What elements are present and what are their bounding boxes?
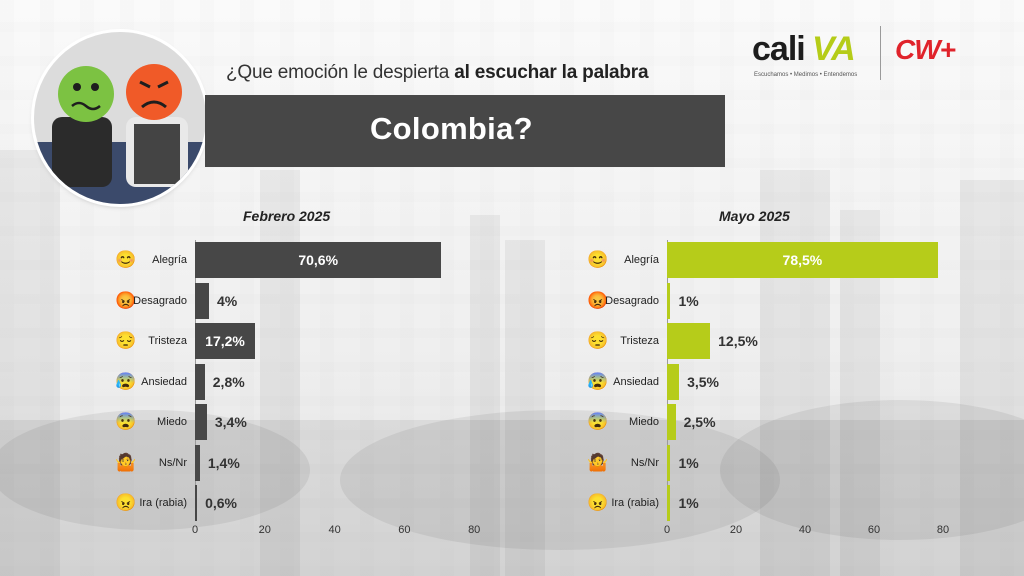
question-bold: al escuchar la palabra xyxy=(454,62,649,83)
survey-question: ¿Que emoción le despierta al escuchar la… xyxy=(226,62,726,84)
may-category-label: Ira (rabia) xyxy=(611,497,659,509)
may-x-tick-label: 40 xyxy=(798,524,812,536)
question-regular: ¿Que emoción le despierta xyxy=(226,62,450,83)
may-value-label: 12,5% xyxy=(718,333,758,349)
february-bar xyxy=(195,404,207,440)
may-category-label: Tristeza xyxy=(620,335,659,347)
smiling-face-icon: 😊 xyxy=(115,250,137,269)
may-x-tick-label: 20 xyxy=(729,524,743,536)
february-category-label: Ira (rabia) xyxy=(139,497,187,509)
may-category-label: Alegría xyxy=(624,254,659,266)
angry-face-icon: 😡 xyxy=(115,290,137,310)
february-value-label: 4% xyxy=(216,292,238,309)
february-category-label: Ansiedad xyxy=(141,375,187,388)
may-value-label: 1% xyxy=(678,292,699,309)
february-x-tick-label: 40 xyxy=(328,524,341,536)
may-category-label: Ns/Nr xyxy=(630,456,659,469)
may-bar xyxy=(667,242,938,278)
may-value-label: 1% xyxy=(678,454,699,471)
february-bar xyxy=(195,363,205,400)
may-x-tick-label: 0 xyxy=(663,524,671,536)
february-chart-title: Febrero 2025 xyxy=(243,208,331,224)
may-x-tick-label: 60 xyxy=(867,524,881,536)
caliva-logo: cali VA Escuchamos • Medimos • Entendemo… xyxy=(752,30,872,82)
may-bar xyxy=(667,282,671,319)
caliva-tagline: Escuchamos • Medimos • Entendemos xyxy=(754,72,858,78)
title-banner xyxy=(205,95,725,167)
angry-red-face-icon: 😠 xyxy=(115,493,137,512)
caliva-logo-text-1: cali xyxy=(752,30,806,68)
february-x-tick-label: 60 xyxy=(398,524,411,536)
may-bar xyxy=(667,323,711,359)
february-value-label: 17,2% xyxy=(205,333,245,349)
pensive-face-icon: 😔 xyxy=(115,331,137,350)
may-bar xyxy=(667,485,671,521)
february-category-label: Alegría xyxy=(152,254,187,266)
fearful-face-icon: 😨 xyxy=(115,412,137,431)
february-value-label: 2,8% xyxy=(212,373,245,390)
february-value-label: 1,4% xyxy=(207,454,240,471)
may-value-label: 3,5% xyxy=(687,373,719,390)
february-value-label: 0,6% xyxy=(205,495,238,511)
february-value-label: 70,6% xyxy=(298,252,339,268)
shrug-person-icon: 🤷 xyxy=(115,452,137,472)
february-category-label: Miedo xyxy=(157,416,187,428)
february-bar xyxy=(195,242,442,278)
february-category-label: Desagrado xyxy=(133,294,187,307)
cw-logo: CW+ xyxy=(895,34,956,65)
february-bar xyxy=(195,444,200,481)
february-bar xyxy=(195,282,209,319)
february-x-tick-label: 80 xyxy=(468,524,481,536)
angry-face-icon: 😡 xyxy=(587,290,609,310)
may-category-label: Desagrado xyxy=(605,294,659,307)
may-chart-title: Mayo 2025 xyxy=(719,208,790,224)
february-bar xyxy=(195,323,256,359)
logo-divider xyxy=(880,26,881,80)
may-value-label: 1% xyxy=(678,495,699,511)
february-bar xyxy=(195,485,198,521)
caliva-logo-text-2: VA xyxy=(812,30,856,68)
may-category-label: Miedo xyxy=(629,416,659,428)
may-bar xyxy=(667,444,671,481)
pensive-face-icon: 😔 xyxy=(587,331,609,350)
may-bar xyxy=(667,404,676,440)
may-value-label: 2,5% xyxy=(683,414,716,430)
may-value-label: 78,5% xyxy=(782,252,823,268)
anxious-face-icon: 😰 xyxy=(115,371,137,391)
february-x-tick-label: 0 xyxy=(191,524,199,536)
may-bar xyxy=(667,363,680,400)
fearful-face-icon: 😨 xyxy=(587,412,609,431)
february-x-tick-label: 20 xyxy=(258,524,271,536)
angry-red-face-icon: 😠 xyxy=(587,493,609,512)
may-x-tick-label: 80 xyxy=(936,524,950,536)
smiling-face-icon: 😊 xyxy=(587,250,609,269)
shrug-person-icon: 🤷 xyxy=(587,452,609,472)
february-category-label: Ns/Nr xyxy=(158,456,187,469)
may-category-label: Ansiedad xyxy=(613,375,659,388)
banner-word: Colombia? xyxy=(370,111,533,146)
february-value-label: 3,4% xyxy=(214,414,247,430)
february-category-label: Tristeza xyxy=(148,335,187,347)
anxious-face-icon: 😰 xyxy=(587,371,609,391)
emotion-masks-photo xyxy=(34,32,206,204)
